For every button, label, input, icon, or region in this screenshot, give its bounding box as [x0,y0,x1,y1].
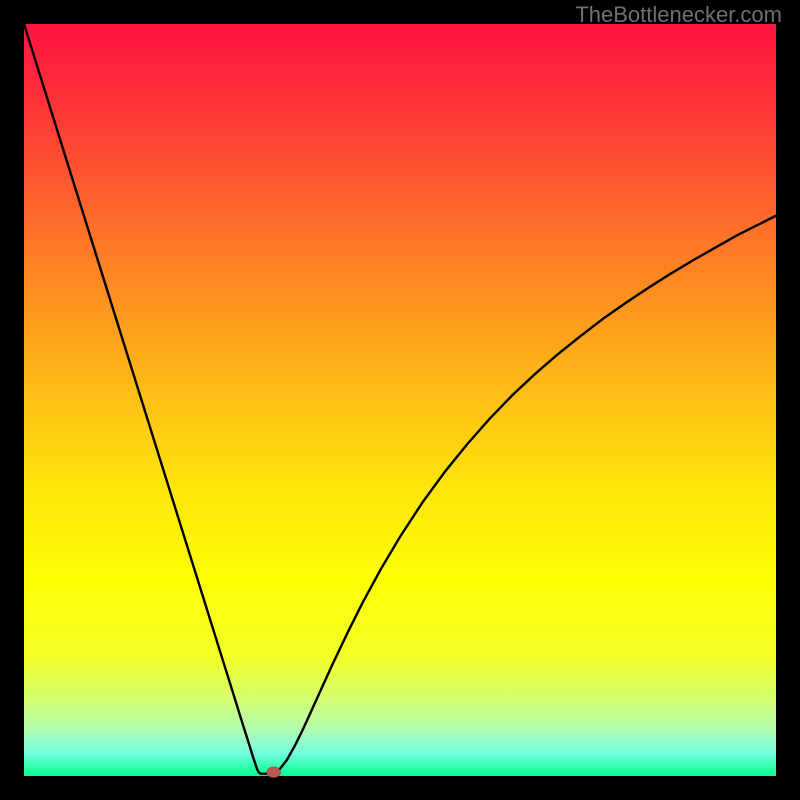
plot-area [24,24,776,776]
watermark-label: TheBottlenecker.com [575,2,782,28]
chart-canvas: TheBottlenecker.com [0,0,800,800]
optimum-marker [267,767,281,778]
bottleneck-curve [24,24,776,774]
curve-layer [24,24,776,776]
